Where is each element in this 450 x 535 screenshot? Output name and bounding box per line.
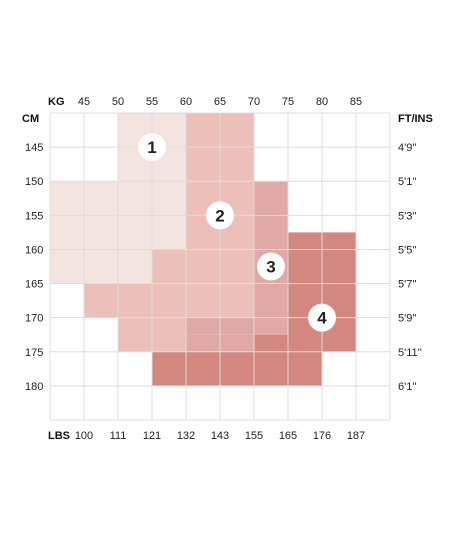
size-2-label: 2	[215, 206, 224, 225]
lbs-tick-label: 155	[245, 430, 263, 442]
ftins-tick-label: 5'9''	[398, 313, 417, 325]
size-badges: 1 2 3 4	[138, 133, 336, 332]
ftins-tick-label: 5'11''	[398, 347, 422, 359]
ftins-header: FT/INS	[398, 113, 433, 125]
cm-axis: 145 150 155 160 165 170 175 180	[25, 142, 43, 393]
ftins-tick-label: 5'1''	[398, 176, 417, 188]
lbs-tick-label: 132	[177, 430, 195, 442]
kg-tick-label: 70	[248, 96, 260, 108]
lbs-axis: 100 111 121 132 143 155 165 176 187	[75, 430, 365, 442]
size-3-badge	[257, 252, 285, 281]
ftins-axis: 4'9'' 5'1'' 5'3'' 5'5'' 5'7'' 5'9'' 5'11'' 6'1'…	[398, 142, 422, 393]
kg-tick-label: 60	[180, 96, 192, 108]
lbs-tick-label: 187	[347, 430, 365, 442]
kg-tick-label: 45	[78, 96, 90, 108]
lbs-tick-label: 165	[279, 430, 297, 442]
size-4-region-1	[254, 334, 288, 352]
kg-tick-label: 80	[316, 96, 328, 108]
lbs-tick-label: 176	[313, 430, 331, 442]
size-2-badge	[206, 201, 234, 230]
size-2-region-2	[84, 283, 254, 318]
ftins-tick-label: 5'5''	[398, 244, 417, 256]
lbs-tick-label: 100	[75, 430, 93, 442]
lbs-header: LBS	[48, 430, 70, 442]
kg-tick-label: 50	[112, 96, 124, 108]
kg-tick-label: 55	[146, 96, 158, 108]
size-1-badge	[138, 133, 166, 162]
size-1-region-2	[50, 249, 152, 284]
size-3-region-1	[186, 317, 288, 335]
kg-tick-label: 65	[214, 96, 226, 108]
cm-tick-label: 155	[25, 210, 43, 222]
kg-tick-label: 75	[282, 96, 294, 108]
kg-header: KG	[48, 96, 65, 108]
size-1-label: 1	[147, 138, 156, 157]
ftins-tick-label: 5'7''	[398, 279, 417, 291]
lbs-tick-label: 121	[143, 430, 161, 442]
ftins-tick-label: 5'3''	[398, 210, 417, 222]
cm-tick-label: 175	[25, 347, 43, 359]
kg-axis: 45 50 55 60 65 70 75 80 85	[78, 96, 362, 108]
ftins-tick-label: 6'1''	[398, 381, 417, 393]
cm-tick-label: 150	[25, 176, 43, 188]
size-2-region-1	[152, 249, 254, 284]
size-4-badge	[308, 303, 336, 332]
size-3-label: 3	[266, 258, 275, 277]
kg-tick-label: 85	[350, 96, 362, 108]
cm-tick-label: 145	[25, 142, 43, 154]
size-4-region-2	[152, 351, 322, 386]
lbs-tick-label: 143	[211, 430, 229, 442]
cm-tick-label: 160	[25, 244, 43, 256]
ftins-tick-label: 4'9''	[398, 142, 417, 154]
lbs-tick-label: 111	[110, 430, 127, 442]
cm-tick-label: 180	[25, 381, 43, 393]
cm-tick-label: 165	[25, 279, 43, 291]
size-4-label: 4	[317, 309, 327, 328]
cm-tick-label: 170	[25, 313, 43, 325]
cm-header: CM	[22, 113, 39, 125]
